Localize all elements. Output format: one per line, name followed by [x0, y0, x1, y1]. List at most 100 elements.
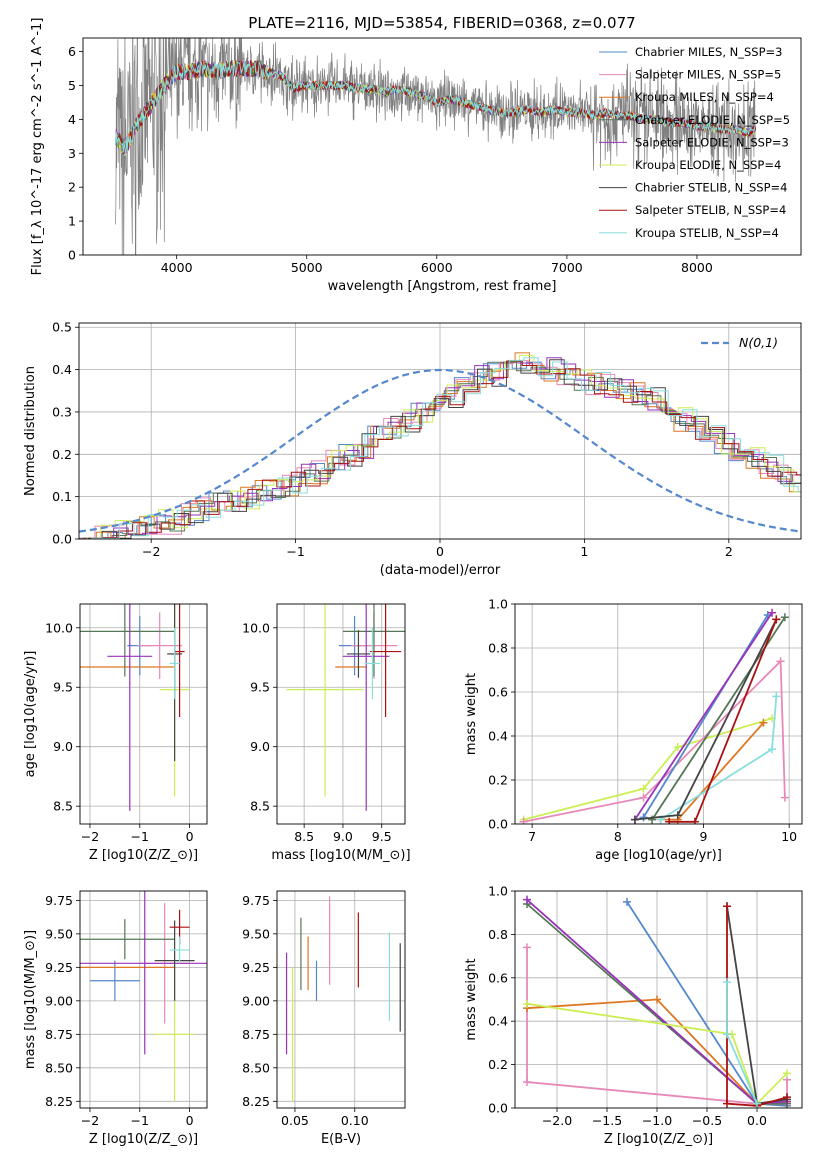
- y-tick-label: 0: [68, 248, 76, 263]
- x-tick-label: 0: [186, 1113, 194, 1128]
- histogram-3: [81, 352, 801, 539]
- histogram-6: [86, 354, 801, 539]
- x-axis-label: age [log10(age/yr)]: [595, 848, 722, 863]
- legend-label: Chabrier ELODIE, N_SSP=5: [635, 113, 790, 127]
- y-tick-label: 0.8: [488, 641, 508, 656]
- panel-weight_vs_age: 7 8 9 10 0.0 0.2 0.4 0.6 0.8 1.0 age [log10(age/yr…: [464, 597, 803, 863]
- plus-marker: [772, 615, 781, 624]
- model-line-9: [115, 60, 756, 156]
- x-tick-label: 0.0: [747, 1113, 767, 1128]
- histogram-7: [87, 359, 801, 539]
- x-axis-label: Z [log10(Z/Z_⊙)]: [604, 1132, 713, 1147]
- plus-marker: [768, 745, 777, 754]
- x-tick-label: 1: [580, 544, 588, 559]
- series-line-6: [526, 1002, 788, 1106]
- y-tick-label: 1.0: [488, 597, 508, 612]
- y-tick-label: 0.2: [52, 447, 72, 462]
- plus-marker: [723, 1099, 731, 1108]
- x-axis-label: Z [log10(Z/Z_⊙)]: [89, 848, 198, 863]
- y-tick-label: 0.0: [488, 1101, 508, 1116]
- plus-marker: [523, 895, 531, 904]
- x-axis-label: (data-model)/error: [380, 563, 501, 578]
- y-tick-label: 8.50: [242, 1060, 270, 1075]
- plus-marker: [519, 817, 528, 824]
- plot-area: [515, 604, 802, 824]
- y-tick-label: 0.2: [488, 773, 508, 788]
- plus-marker: [723, 978, 731, 987]
- plot-area: [277, 891, 405, 1108]
- y-tick-label: 1: [68, 214, 76, 229]
- plus-marker: [690, 817, 699, 824]
- y-tick-label: 0.4: [52, 362, 72, 377]
- panel-weight_vs_Z: −2.0 −1.5 −1.0 −0.5 0.0 0.0 0.2 0.4 0.6 0.8 1.0 Z […: [464, 884, 803, 1147]
- series-line-6: [634, 612, 773, 821]
- y-tick-label: 1.0: [488, 884, 508, 899]
- legend-label: Salpeter STELIB, N_SSP=4: [635, 203, 786, 217]
- x-tick-label: 9.0: [333, 829, 353, 844]
- x-tick-label: −2: [81, 1113, 99, 1128]
- x-tick-label: 5000: [291, 260, 323, 275]
- panel-age_vs_Z: −2 −1 0 8.5 9.0 9.5 10.0 Z [log10(Z/Z_⊙)] age [l…: [23, 603, 208, 863]
- y-tick-label: 9.5: [250, 680, 270, 695]
- x-tick-label: 0: [186, 829, 194, 844]
- x-tick-label: 7000: [551, 260, 583, 275]
- y-tick-label: 0.4: [488, 1014, 508, 1029]
- y-tick-label: 9.75: [242, 893, 270, 908]
- panel-residuals: −2 −1 0 1 2 0.0 0.1 0.2 0.3 0.4 0.5 (data-model)/er…: [23, 320, 802, 578]
- y-tick-label: 8.25: [242, 1094, 270, 1109]
- x-tick-label: −1.0: [642, 1113, 672, 1128]
- y-tick-label: 6: [68, 44, 76, 59]
- y-tick-label: 9.0: [53, 739, 73, 754]
- y-axis-label: Normed distribution: [23, 366, 38, 496]
- histogram-9: [90, 357, 801, 539]
- plot-area: [79, 323, 801, 539]
- x-tick-label: 8: [614, 829, 622, 844]
- y-tick-label: 0.0: [488, 817, 508, 832]
- x-tick-label: −1: [131, 1113, 149, 1128]
- y-tick-label: 9.5: [53, 680, 73, 695]
- y-tick-label: 8.50: [45, 1060, 73, 1075]
- panel-mass_vs_Z: −2 −1 0 8.25 8.50 8.75 9.00 9.25 9.50 9.75 Z [log1…: [23, 890, 208, 1147]
- plot-area: [80, 891, 207, 1108]
- plus-marker: [780, 793, 789, 802]
- y-tick-label: 8.5: [250, 799, 270, 814]
- x-tick-label: 0.05: [281, 1113, 309, 1128]
- plus-marker: [673, 811, 682, 820]
- x-tick-label: −2: [142, 544, 160, 559]
- errorbar-point: [80, 891, 207, 1055]
- x-tick-label: 0.10: [341, 1113, 369, 1128]
- x-tick-label: 7: [528, 829, 536, 844]
- y-tick-label: 0.5: [52, 320, 72, 335]
- errorbar-point: [364, 627, 381, 700]
- y-axis-label: mass weight: [464, 958, 479, 1040]
- y-tick-label: 2: [68, 180, 76, 195]
- plus-marker: [523, 943, 531, 952]
- errorbar-point: [89, 960, 140, 1001]
- axes-frame: [82, 37, 802, 256]
- plus-marker: [723, 902, 731, 911]
- plot-area: [277, 604, 405, 824]
- x-tick-label: −0.5: [692, 1113, 722, 1128]
- axes-frame: [514, 890, 803, 1109]
- x-tick-label: −1.5: [592, 1113, 622, 1128]
- plot-area: [80, 604, 207, 824]
- histogram-4: [83, 361, 801, 539]
- errorbar-point: [342, 604, 390, 811]
- legend-label: Kroupa STELIB, N_SSP=4: [635, 226, 779, 240]
- plus-marker: [759, 718, 768, 727]
- x-tick-label: 4000: [161, 260, 193, 275]
- plot-area: [515, 891, 802, 1108]
- panel-age_vs_mass: 8.5 9.0 9.5 8.5 9.0 9.5 10.0 mass [log10(M/M_⊙)…: [242, 603, 411, 863]
- plus-marker: [523, 999, 531, 1008]
- plus-marker: [523, 1077, 531, 1086]
- y-tick-label: 0.0: [52, 532, 72, 547]
- errorbar-point: [154, 920, 195, 1001]
- plus-marker: [753, 1099, 761, 1108]
- y-tick-label: 0.4: [488, 729, 508, 744]
- histogram-8: [89, 360, 801, 539]
- plus-marker: [768, 608, 777, 617]
- series-line-5: [642, 614, 769, 818]
- errorbar-point: [286, 604, 364, 797]
- x-tick-label: 10: [781, 829, 797, 844]
- y-tick-label: 8.75: [45, 1027, 73, 1042]
